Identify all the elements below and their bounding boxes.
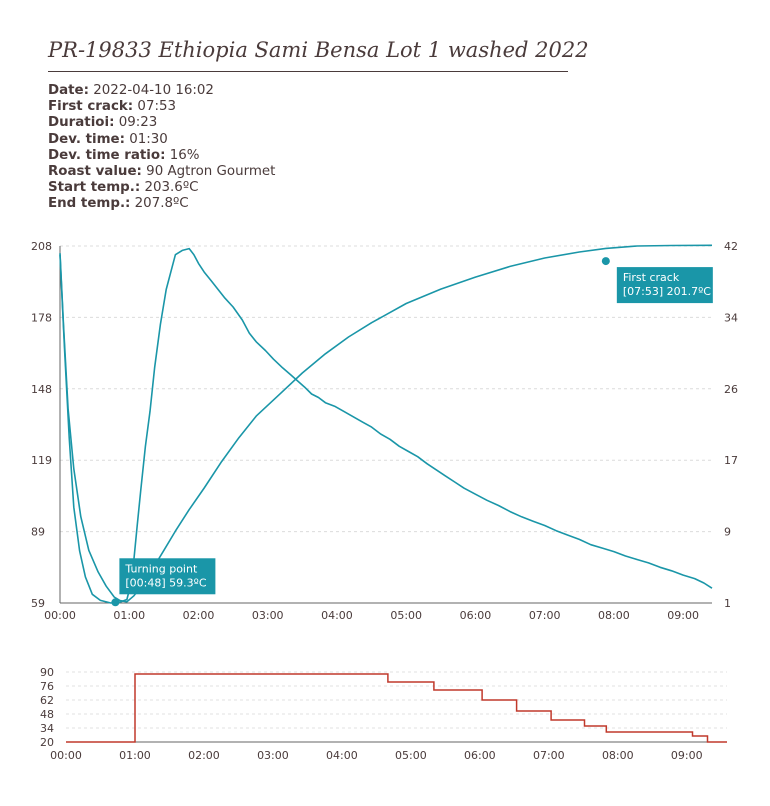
- detail-roast-value: Roast value: 90 Agtron Gourmet: [48, 164, 275, 180]
- detail-dev-time-ratio: Dev. time ratio: 16%: [48, 148, 275, 164]
- x-tick-label: 00:00: [50, 749, 82, 762]
- detail-value: 203.6ºC: [144, 180, 199, 196]
- y2-tick-label: 17: [724, 454, 738, 467]
- y-tick-label: 20: [40, 736, 54, 749]
- annotation-value: [07:53] 201.7ºC: [623, 285, 711, 298]
- x-tick-label: 00:00: [44, 609, 76, 622]
- detail-value: 09:23: [118, 115, 158, 131]
- detail-label: End temp.:: [48, 196, 131, 212]
- x-tick-label: 05:00: [395, 749, 427, 762]
- detail-label: Roast value:: [48, 164, 142, 180]
- detail-label: Start temp.:: [48, 180, 141, 196]
- y-tick-label: 76: [40, 680, 54, 693]
- annotation-title: First crack: [623, 271, 680, 284]
- x-tick-label: 06:00: [464, 749, 496, 762]
- detail-dev-time: Dev. time: 01:30: [48, 132, 275, 148]
- detail-value: 207.8ºC: [134, 196, 189, 212]
- detail-label: Dev. time ratio:: [48, 147, 166, 163]
- detail-first-crack: First crack: 07:53: [48, 99, 275, 115]
- detail-label: Dev. time:: [48, 131, 125, 147]
- x-tick-label: 01:00: [113, 609, 145, 622]
- y-tick-label: 119: [31, 454, 52, 467]
- detail-date: Date: 2022-04-10 16:02: [48, 83, 275, 99]
- x-tick-label: 07:00: [529, 609, 561, 622]
- y-tick-label: 178: [31, 311, 52, 324]
- x-tick-label: 08:00: [602, 749, 634, 762]
- detail-end-temp: End temp.: 207.8ºC: [48, 196, 275, 212]
- x-tick-label: 02:00: [183, 609, 215, 622]
- turning-point-marker: [111, 598, 120, 607]
- x-tick-label: 01:00: [119, 749, 151, 762]
- y-tick-label: 48: [40, 708, 54, 721]
- y-tick-label: 34: [40, 722, 54, 735]
- detail-label: First crack:: [48, 99, 134, 115]
- bean-temp-line: [59, 244, 713, 603]
- detail-value: 90 Agtron Gourmet: [146, 164, 276, 180]
- x-tick-label: 04:00: [326, 749, 358, 762]
- y2-tick-label: 26: [724, 383, 738, 396]
- detail-start-temp: Start temp.: 203.6ºC: [48, 180, 275, 196]
- annotation-title: Turning point: [124, 562, 198, 575]
- y2-tick-label: 42: [724, 240, 738, 253]
- x-tick-label: 04:00: [321, 609, 353, 622]
- y2-tick-label: 34: [724, 311, 738, 324]
- y-tick-label: 208: [31, 240, 52, 253]
- detail-label: Duratioi:: [48, 115, 115, 131]
- roast-temperature-chart: 208 178 148 119 89 59 42 34 26 17 9 1 00:00 01:00 02:0…: [31, 240, 738, 622]
- detail-value: 16%: [169, 147, 200, 163]
- x-tick-label: 03:00: [257, 749, 289, 762]
- first-crack-label-box: [616, 267, 713, 304]
- turning-point-label-box: [119, 558, 216, 595]
- y-tick-label: 148: [31, 383, 52, 396]
- roast-title: PR-19833 Ethiopia Sami Bensa Lot 1 washe…: [48, 38, 589, 72]
- detail-value: 01:30: [129, 131, 168, 147]
- annotation-value: [00:48] 59.3ºC: [125, 576, 206, 589]
- y-tick-label: 59: [31, 597, 45, 610]
- detail-duration: Duratioi: 09:23: [48, 115, 275, 131]
- x-tick-label: 07:00: [533, 749, 565, 762]
- y-tick-label: 90: [40, 666, 54, 679]
- y-tick-label: 89: [31, 526, 45, 539]
- y2-tick-label: 9: [724, 526, 731, 539]
- x-tick-label: 03:00: [252, 609, 284, 622]
- roast-details: Date: 2022-04-10 16:02 First crack: 07:5…: [48, 83, 275, 213]
- rate-of-rise-line: [59, 247, 713, 604]
- x-tick-label: 05:00: [390, 609, 422, 622]
- gas-step-line: [66, 673, 727, 743]
- x-tick-label: 09:00: [671, 749, 703, 762]
- detail-label: Date:: [48, 83, 89, 98]
- x-tick-label: 02:00: [188, 749, 220, 762]
- y-tick-label: 62: [40, 694, 54, 707]
- detail-value: 07:53: [137, 99, 177, 115]
- x-tick-label: 08:00: [598, 609, 630, 622]
- detail-value: 2022-04-10 16:02: [93, 83, 214, 98]
- first-crack-marker: [601, 257, 610, 266]
- x-tick-label: 06:00: [460, 609, 492, 622]
- x-tick-label: 09:00: [667, 609, 699, 622]
- y2-tick-label: 1: [724, 597, 731, 610]
